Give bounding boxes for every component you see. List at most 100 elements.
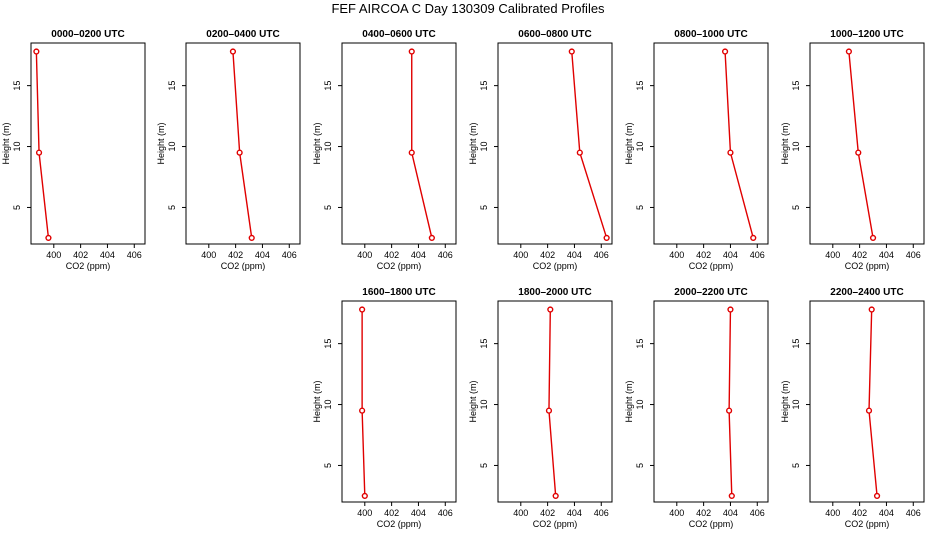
profile-line <box>728 309 733 496</box>
data-point <box>728 492 735 500</box>
x-axis-label: CO2 (ppm) <box>377 519 422 529</box>
plot-frame <box>497 42 613 245</box>
panel-7: 1800–2000 UTC 400 402 404 406 5 10 15 CO2 (ppm) H… <box>468 287 613 529</box>
y-tick-label: 15 <box>479 81 489 91</box>
y-tick-label: 10 <box>323 400 333 410</box>
panel-4: 0800–1000 UTC 400 402 404 406 5 10 15 CO2 (ppm) H… <box>624 29 769 271</box>
y-axis-label: Height (m) <box>624 122 634 164</box>
data-point <box>865 407 873 414</box>
y-tick-label: 15 <box>791 81 801 91</box>
data-point <box>428 234 435 242</box>
panel-0: 0000–0200 UTC 400 402 404 406 5 10 15 CO2 (ppm) H… <box>1 29 146 271</box>
panel-title: 2200–2400 UTC <box>830 287 903 298</box>
y-tick-label: 15 <box>791 339 801 349</box>
y-tick-label: 5 <box>791 463 801 468</box>
data-point <box>873 492 881 500</box>
x-tick-label: 406 <box>750 508 765 518</box>
y-tick-label: 10 <box>479 142 489 152</box>
x-tick-label: 406 <box>438 250 453 260</box>
x-axis-label: CO2 (ppm) <box>533 261 578 271</box>
x-tick-label: 402 <box>384 250 399 260</box>
y-tick-label: 15 <box>167 81 177 91</box>
x-axis-label: CO2 (ppm) <box>689 519 734 529</box>
data-point <box>855 149 862 156</box>
y-tick-label: 15 <box>635 81 645 91</box>
x-tick-label: 406 <box>906 250 921 260</box>
y-axis-label: Height (m) <box>624 380 634 422</box>
data-point <box>361 492 368 500</box>
profile-line <box>571 51 608 239</box>
y-tick-label: 5 <box>635 205 645 210</box>
x-tick-label: 400 <box>513 508 528 518</box>
x-tick-label: 404 <box>255 250 270 260</box>
x-tick-label: 402 <box>540 508 555 518</box>
plot-frame <box>653 42 769 245</box>
profile-line <box>35 51 50 238</box>
x-axis-label: CO2 (ppm) <box>845 519 890 529</box>
plot-frame <box>341 300 457 503</box>
panel-9: 2200–2400 UTC 400 402 404 406 5 10 15 CO2 (ppm) H… <box>780 287 925 529</box>
plot-frame <box>341 42 457 245</box>
data-point <box>868 306 875 313</box>
x-axis-label: CO2 (ppm) <box>533 519 578 529</box>
y-tick-label: 10 <box>635 142 645 152</box>
data-point <box>568 48 575 55</box>
data-point <box>45 234 52 242</box>
x-tick-label: 404 <box>879 250 894 260</box>
panel-title: 1800–2000 UTC <box>518 287 591 298</box>
x-tick-label: 400 <box>669 508 684 518</box>
x-tick-label: 402 <box>73 250 88 260</box>
x-tick-label: 404 <box>100 250 115 260</box>
y-axis-label: Height (m) <box>312 380 322 422</box>
y-tick-label: 5 <box>323 463 333 468</box>
profile-line <box>411 51 433 239</box>
data-point <box>576 149 583 156</box>
data-point <box>359 407 366 414</box>
main-title: FEF AIRCOA C Day 130309 Calibrated Profi… <box>331 1 605 16</box>
panel-6: 1600–1800 UTC 400 402 404 406 5 10 15 CO2 (ppm) H… <box>312 287 457 529</box>
x-tick-label: 404 <box>411 508 426 518</box>
panel-3: 0600–0800 UTC 400 402 404 406 5 10 15 CO2 (ppm) H… <box>468 29 613 271</box>
x-tick-label: 406 <box>594 250 609 260</box>
x-tick-label: 406 <box>438 508 453 518</box>
panel-title: 1600–1800 UTC <box>362 287 435 298</box>
x-axis-label: CO2 (ppm) <box>221 261 266 271</box>
x-tick-label: 404 <box>567 250 582 260</box>
plot-frame <box>497 300 613 503</box>
x-tick-label: 404 <box>879 508 894 518</box>
y-tick-label: 15 <box>323 81 333 91</box>
plot-frame <box>653 300 769 503</box>
y-axis-label: Height (m) <box>780 122 790 164</box>
x-tick-label: 406 <box>127 250 142 260</box>
data-point <box>727 306 734 313</box>
x-tick-label: 400 <box>513 250 528 260</box>
x-tick-label: 404 <box>411 250 426 260</box>
profile-line <box>848 51 874 239</box>
y-tick-label: 5 <box>323 205 333 210</box>
y-tick-label: 10 <box>323 142 333 152</box>
x-tick-label: 402 <box>852 508 867 518</box>
data-point <box>408 48 415 55</box>
panel-title: 0600–0800 UTC <box>518 29 591 40</box>
panel-1: 0200–0400 UTC 400 402 404 406 5 10 15 CO2 (ppm) H… <box>156 29 301 271</box>
data-point <box>229 48 237 55</box>
panel-title: 0800–1000 UTC <box>674 29 747 40</box>
y-tick-label: 15 <box>479 339 489 349</box>
x-tick-label: 400 <box>357 508 372 518</box>
x-tick-label: 400 <box>669 250 684 260</box>
panel-title: 0200–0400 UTC <box>206 29 279 40</box>
profile-line <box>724 51 754 239</box>
data-point <box>552 492 559 500</box>
x-tick-label: 406 <box>906 508 921 518</box>
panel-2: 0400–0600 UTC 400 402 404 406 5 10 15 CO2 (ppm) H… <box>312 29 457 271</box>
panel-title: 0400–0600 UTC <box>362 29 435 40</box>
panel-8: 2000–2200 UTC 400 402 404 406 5 10 15 CO2 (ppm) H… <box>624 287 769 529</box>
y-tick-label: 5 <box>479 463 489 468</box>
data-point <box>359 306 366 313</box>
x-tick-label: 402 <box>696 508 711 518</box>
data-point <box>721 48 729 55</box>
y-tick-label: 5 <box>479 205 489 210</box>
profile-line <box>868 309 878 496</box>
